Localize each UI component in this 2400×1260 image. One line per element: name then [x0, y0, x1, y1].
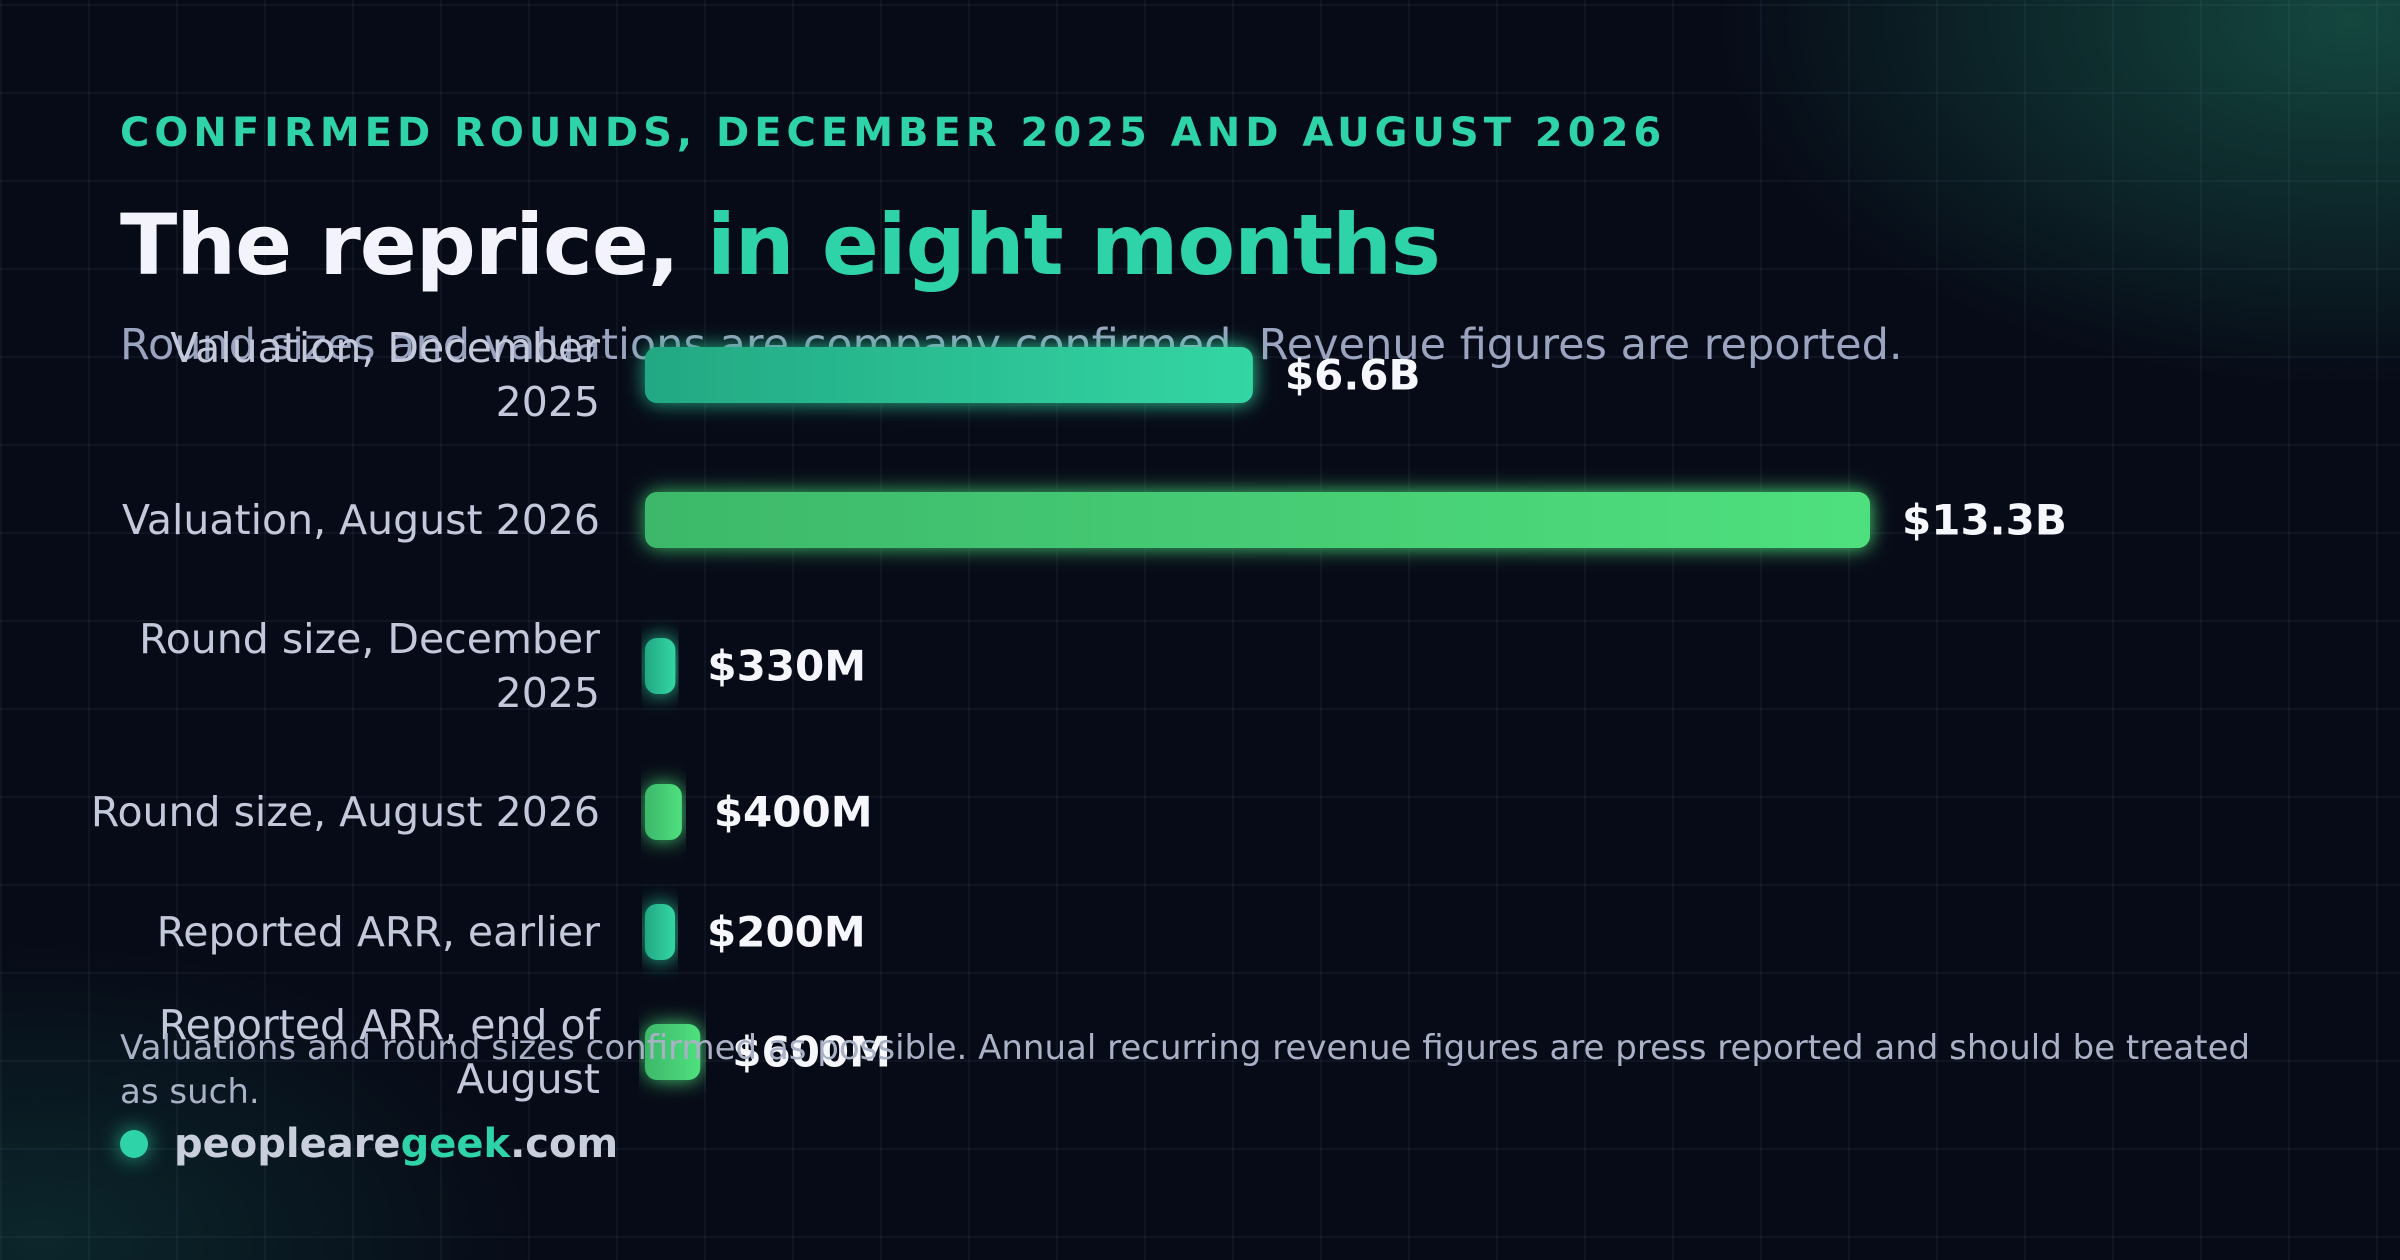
category-label-5: Reported ARR, earlier [156, 908, 600, 956]
page-title: The reprice, in eight months [120, 196, 1441, 294]
title-accent: in eight months [706, 196, 1441, 294]
bar-3 [645, 638, 676, 694]
category-label-2: Valuation, August 2026 [122, 496, 600, 544]
value-label-3: $330M [707, 641, 867, 691]
bar-5 [645, 904, 675, 960]
category-label-1: Valuation, December 2025 [170, 324, 600, 426]
value-label-1: $6.6B [1284, 350, 1421, 400]
category-label-4: Round size, August 2026 [90, 788, 600, 836]
value-label-2: $13.3B [1902, 495, 2067, 545]
brand-name-start: peopleare [174, 1121, 401, 1167]
brand-name-highlight: geek [400, 1121, 511, 1167]
brand-dot-icon [120, 1130, 148, 1158]
category-label-3: Round size, December 2025 [139, 615, 600, 717]
value-label-4: $400M [713, 787, 873, 837]
brand-name-end: .com [510, 1121, 619, 1167]
value-label-6: $600M [732, 1027, 891, 1077]
category-label-6: Reported ARR, end of August [158, 1001, 600, 1103]
title-main: The reprice, [120, 196, 680, 294]
bar-6 [645, 1024, 701, 1080]
bar-1 [645, 347, 1253, 403]
eyebrow-label: CONFIRMED ROUNDS, DECEMBER 2025 AND AUGU… [120, 110, 1667, 156]
bars-layer [645, 347, 1870, 1080]
value-label-5: $200M [707, 907, 866, 957]
bar-4 [645, 784, 682, 840]
bar-2 [645, 492, 1870, 548]
brand: peopleare geek .com [120, 1120, 618, 1168]
footnote: Valuations and round sizes confirmed as … [120, 1028, 2251, 1112]
